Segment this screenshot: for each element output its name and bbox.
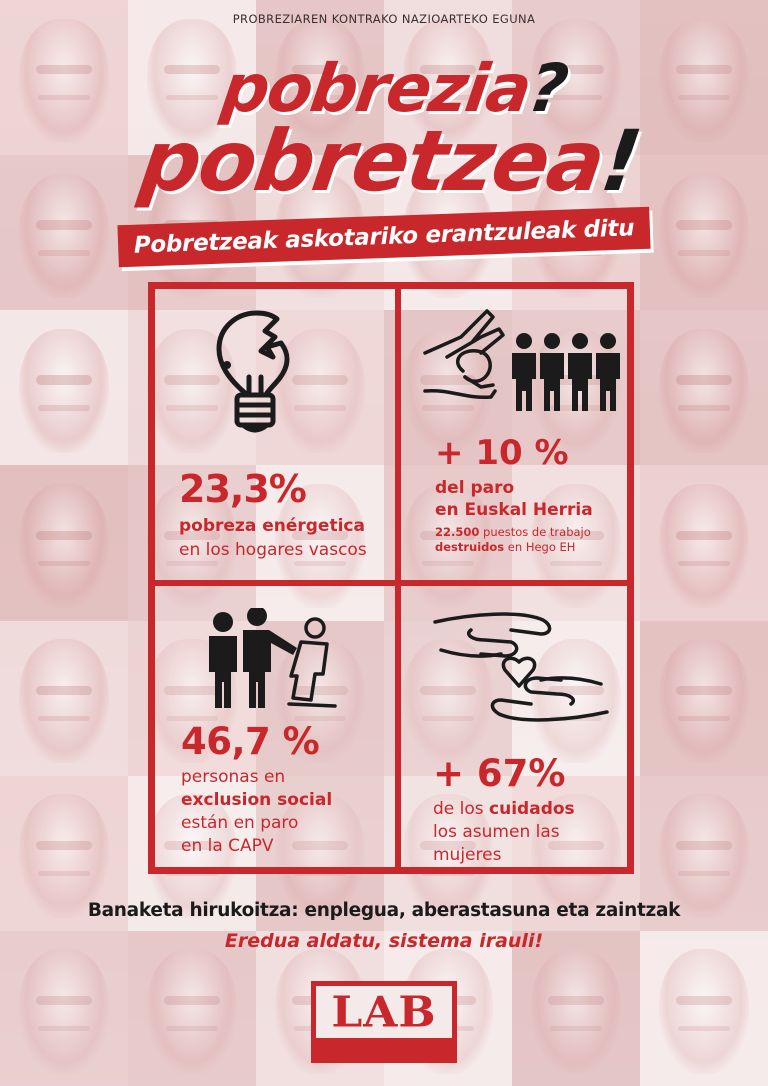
slogan: Eredua aldatu, sistema irauli! xyxy=(224,930,544,952)
subtitle-text: Pobretzeak askotariko erantzuleak ditu xyxy=(133,215,635,259)
lab-logo: LAB xyxy=(311,981,457,1063)
headline-word-pobretzea: pobretzea xyxy=(134,112,610,210)
stat-description-line: están en paro xyxy=(181,813,299,833)
stat-description-line: personas en xyxy=(181,767,286,787)
hands-heart-icon xyxy=(433,612,609,722)
stat-value: 46,7 % xyxy=(181,720,320,763)
panel-care-work: + 67% de los cuidados los asumen las muj… xyxy=(401,586,641,868)
panel-unemployment: + 10 % del paro en Euskal Herria 22.500 … xyxy=(401,289,641,580)
logo-inner: LAB xyxy=(316,986,452,1038)
stat-description-line: en la CAPV xyxy=(181,836,274,856)
note-bold: destruidos xyxy=(435,540,505,554)
grid-divider-horizontal xyxy=(155,580,627,586)
stat-value: 23,3% xyxy=(179,467,307,511)
stat-description-line: del paro xyxy=(435,478,515,498)
desc-bold: cuidados xyxy=(489,799,575,819)
logo-text: LAB xyxy=(331,987,437,1037)
hand-flicking-people-icon xyxy=(423,309,620,411)
note-text: puestos de trabajo xyxy=(479,525,591,539)
panel-social-exclusion: 46,7 % personas en exclusion social está… xyxy=(155,586,395,868)
broken-lightbulb-icon xyxy=(216,310,290,433)
stat-note-line: 22.500 puestos de trabajo xyxy=(435,525,591,540)
grid-divider-vertical xyxy=(395,289,401,867)
jobs-destroyed-count: 22.500 xyxy=(435,525,480,539)
stat-description-line: en los hogares vascos xyxy=(179,540,367,560)
stat-description-line: exclusion social xyxy=(181,790,333,810)
stat-description-line: pobreza enérgetica xyxy=(179,516,365,536)
subtitle-banner: Pobretzeak askotariko erantzuleak ditu xyxy=(117,206,651,268)
stat-description-line: en Euskal Herria xyxy=(435,500,593,520)
stat-value: + 67% xyxy=(433,752,566,795)
stat-description-line: mujeres xyxy=(433,845,502,865)
headline-line-2: pobretzea! xyxy=(0,112,768,210)
tagline: Banaketa hirukoitza: enplegua, aberastas… xyxy=(87,900,681,921)
person-pushed-out-icon xyxy=(209,608,337,708)
kicker-text: PROBREZIAREN KONTRAKO NAZIOARTEKO EGUNA xyxy=(232,12,536,26)
stat-note-line: destruidos en Hego EH xyxy=(435,540,575,555)
stats-grid: 23,3% pobreza enérgetica en los hogares … xyxy=(148,282,634,874)
stat-description-line: de los cuidados xyxy=(433,798,575,820)
stat-description-line: los asumen las xyxy=(433,822,560,842)
stat-value: + 10 % xyxy=(435,433,569,473)
note-text: en Hego EH xyxy=(504,540,576,554)
desc-text: de los xyxy=(433,799,490,819)
panel-energy-poverty: 23,3% pobreza enérgetica en los hogares … xyxy=(155,289,395,580)
